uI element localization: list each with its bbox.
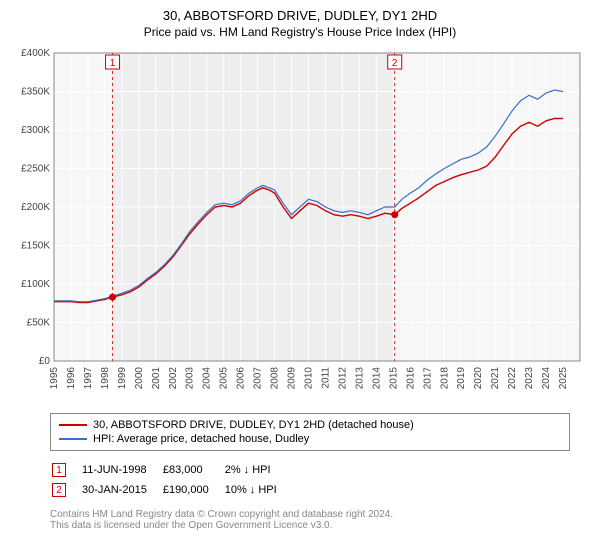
transaction-date: 30-JAN-2015 xyxy=(82,481,161,499)
svg-text:2001: 2001 xyxy=(151,367,162,390)
svg-text:£0: £0 xyxy=(39,356,51,367)
svg-text:2003: 2003 xyxy=(185,367,196,390)
svg-text:2008: 2008 xyxy=(270,367,281,390)
line-chart-svg: £0 £50K £100K £150K £200K £250K £300K £350K £400… xyxy=(10,47,590,407)
svg-text:2012: 2012 xyxy=(337,367,348,390)
svg-text:£400K: £400K xyxy=(21,48,50,59)
svg-text:2025: 2025 xyxy=(558,367,569,390)
svg-text:2017: 2017 xyxy=(422,367,433,390)
svg-text:2018: 2018 xyxy=(439,367,450,390)
svg-text:2006: 2006 xyxy=(236,367,247,390)
legend-swatch xyxy=(59,424,87,426)
svg-text:2009: 2009 xyxy=(287,367,298,390)
svg-text:2013: 2013 xyxy=(354,367,365,390)
svg-text:2021: 2021 xyxy=(490,367,501,390)
svg-text:1995: 1995 xyxy=(49,367,60,390)
svg-text:2014: 2014 xyxy=(371,367,382,390)
legend-swatch xyxy=(59,438,87,440)
legend: 30, ABBOTSFORD DRIVE, DUDLEY, DY1 2HD (d… xyxy=(50,413,570,451)
attribution-line2: This data is licensed under the Open Gov… xyxy=(50,520,570,531)
legend-label: HPI: Average price, detached house, Dudl… xyxy=(93,433,309,445)
svg-text:2010: 2010 xyxy=(304,367,315,390)
svg-text:£200K: £200K xyxy=(21,202,50,213)
svg-text:2007: 2007 xyxy=(253,367,264,390)
chart-area: £0 £50K £100K £150K £200K £250K £300K £350K £400… xyxy=(10,47,590,407)
svg-text:2004: 2004 xyxy=(202,367,213,390)
transaction-delta: 10% ↓ HPI xyxy=(225,481,291,499)
transaction-price: £83,000 xyxy=(163,461,223,479)
transaction-marker: 2 xyxy=(52,483,66,497)
svg-text:£150K: £150K xyxy=(21,241,50,252)
svg-text:2019: 2019 xyxy=(456,367,467,390)
svg-text:2024: 2024 xyxy=(541,367,552,390)
svg-text:2000: 2000 xyxy=(134,367,145,390)
transaction-price: £190,000 xyxy=(163,481,223,499)
svg-text:2011: 2011 xyxy=(320,367,331,389)
svg-text:2023: 2023 xyxy=(524,367,535,390)
svg-text:2005: 2005 xyxy=(219,367,230,390)
transaction-date: 11-JUN-1998 xyxy=(82,461,161,479)
chart-container: 30, ABBOTSFORD DRIVE, DUDLEY, DY1 2HD Pr… xyxy=(0,0,600,541)
attribution-line1: Contains HM Land Registry data © Crown c… xyxy=(50,509,570,520)
svg-text:2015: 2015 xyxy=(388,367,399,390)
chart-title: 30, ABBOTSFORD DRIVE, DUDLEY, DY1 2HD xyxy=(10,8,590,23)
svg-text:2020: 2020 xyxy=(473,367,484,390)
svg-text:2022: 2022 xyxy=(507,367,518,390)
transaction-delta: 2% ↓ HPI xyxy=(225,461,291,479)
transaction-row: 1 11-JUN-1998£83,0002% ↓ HPI xyxy=(52,461,291,479)
svg-text:1997: 1997 xyxy=(83,367,94,390)
svg-text:£300K: £300K xyxy=(21,125,50,136)
legend-label: 30, ABBOTSFORD DRIVE, DUDLEY, DY1 2HD (d… xyxy=(93,419,414,431)
svg-text:2: 2 xyxy=(392,58,398,69)
svg-text:1999: 1999 xyxy=(117,367,128,390)
legend-item: HPI: Average price, detached house, Dudl… xyxy=(59,432,561,446)
transactions-table: 1 11-JUN-1998£83,0002% ↓ HPI 2 30-JAN-2015£… xyxy=(50,459,293,501)
chart-subtitle: Price paid vs. HM Land Registry's House … xyxy=(10,25,590,39)
svg-text:1998: 1998 xyxy=(100,367,111,390)
svg-text:£50K: £50K xyxy=(27,318,51,329)
svg-text:£350K: £350K xyxy=(21,87,50,98)
svg-text:£100K: £100K xyxy=(21,279,50,290)
transaction-row: 2 30-JAN-2015£190,00010% ↓ HPI xyxy=(52,481,291,499)
svg-text:2016: 2016 xyxy=(405,367,416,390)
svg-text:1: 1 xyxy=(110,58,116,69)
legend-item: 30, ABBOTSFORD DRIVE, DUDLEY, DY1 2HD (d… xyxy=(59,418,561,432)
svg-text:1996: 1996 xyxy=(66,367,77,390)
attribution: Contains HM Land Registry data © Crown c… xyxy=(50,509,570,531)
svg-text:2002: 2002 xyxy=(168,367,179,390)
transaction-marker: 1 xyxy=(52,463,66,477)
svg-text:£250K: £250K xyxy=(21,164,50,175)
